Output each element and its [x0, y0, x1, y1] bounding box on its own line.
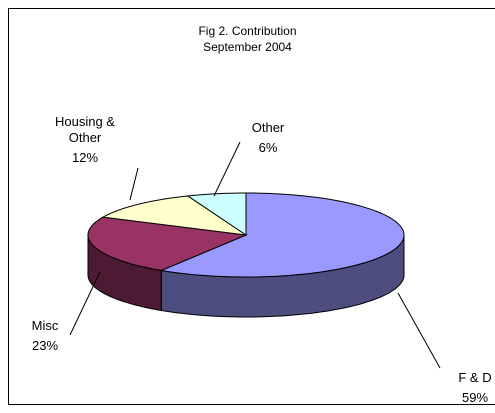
leader-line [213, 141, 241, 197]
slice-label: F & D [458, 370, 492, 385]
slice-label: Other [251, 120, 285, 135]
leader-line [397, 292, 441, 369]
slice-value-label: 12% [71, 150, 99, 165]
slice-label: Misc [31, 318, 59, 333]
slice-value-label: 6% [258, 140, 278, 155]
slice [159, 192, 405, 278]
chart-subtitle: September 2004 [203, 40, 292, 54]
slice-value-label: 59% [461, 390, 489, 405]
slice-label: Housing & Other [55, 114, 115, 145]
chart-title: Fig 2. Contribution [198, 24, 297, 38]
leader-line [69, 271, 101, 336]
slice [186, 192, 247, 236]
leader-line [129, 167, 139, 201]
chart-frame [8, 8, 495, 405]
slice [101, 195, 247, 236]
slice-value-label: 23% [31, 338, 59, 353]
